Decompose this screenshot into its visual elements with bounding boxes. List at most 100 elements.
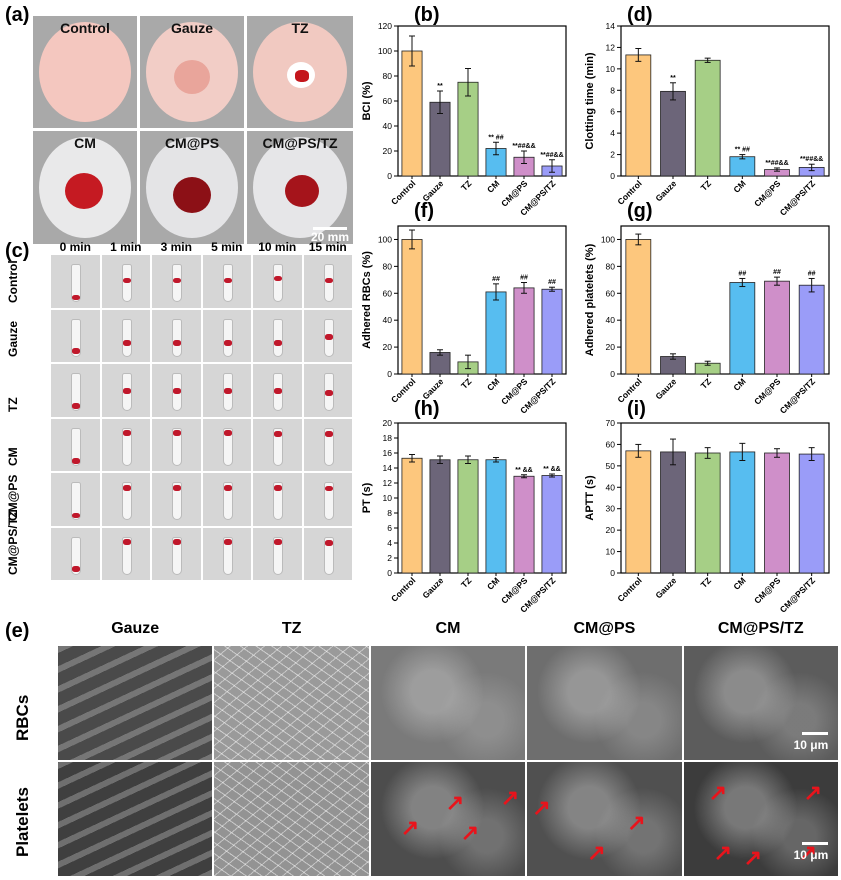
blood-clot: [324, 431, 333, 437]
y-tick-label: 10: [383, 493, 393, 503]
dish-photo: CM: [33, 131, 137, 244]
red-arrow-icon: ↗: [532, 795, 551, 820]
y-tick-label: 40: [606, 482, 616, 492]
tube-photo-grid: 0 min 1 min 3 min 5 min 10 min 15 min Control G…: [6, 240, 353, 594]
y-tick-label: 60: [383, 288, 393, 298]
significance-label: **##&&: [512, 143, 535, 150]
blood-clot: [122, 484, 131, 491]
y-axis-label: BCI (%): [361, 81, 373, 120]
y-axis-label: PT (s): [361, 482, 373, 513]
x-tick-label: TZ: [459, 575, 473, 589]
x-tick-label: CM: [485, 178, 501, 194]
dish-label: CM@PS/TZ: [262, 135, 338, 151]
blood-clot: [122, 430, 131, 437]
bar: [660, 451, 686, 574]
tube-photo: [253, 527, 302, 580]
panel-label-b: (b): [414, 4, 440, 26]
scale-bar: [801, 842, 828, 845]
tube-photo: [101, 364, 150, 417]
bar: [764, 452, 790, 574]
y-tick-label: 60: [606, 439, 616, 449]
test-tube: [323, 318, 334, 357]
blood-clot: [274, 431, 283, 437]
sem-image: 10 μm: [683, 646, 838, 760]
y-tick-label: 8: [610, 85, 615, 95]
test-tube: [323, 427, 334, 466]
test-tube: [172, 264, 183, 303]
scale-bar: [801, 732, 828, 735]
significance-label: **##&&: [765, 160, 788, 167]
y-tick-label: 2: [610, 150, 615, 160]
red-arrow-icon: ↗: [713, 840, 733, 865]
x-tick-label: CM: [485, 376, 501, 392]
bar: [798, 284, 825, 375]
y-tick-label: 0: [387, 369, 392, 379]
test-tube: [273, 482, 284, 521]
tube-photo: [51, 309, 100, 362]
blood-clot: [223, 484, 232, 491]
bar: [401, 50, 423, 177]
tube-photo: [253, 418, 302, 471]
bar: [798, 453, 825, 574]
tube-photo: [152, 255, 201, 308]
blood-clot: [122, 388, 131, 395]
tube-photo: [253, 364, 302, 417]
blood-clot: [274, 484, 283, 491]
x-tick-label: TZ: [699, 575, 713, 589]
red-arrow-icon: ↗: [500, 785, 520, 810]
tube-photo: [253, 255, 302, 308]
y-tick-label: 12: [383, 478, 393, 488]
dish-photo: CM@PS/TZ 20 mm: [247, 131, 353, 244]
bar: [764, 280, 790, 375]
group-row-header: TZ: [6, 396, 20, 412]
y-tick-label: 10: [606, 547, 616, 557]
dish-photo-grid: Control Gauze TZ CM CM@PS CM@PS/TZ 20 mm: [33, 16, 353, 244]
sem-column-header: Gauze: [111, 620, 160, 637]
tube-photo: [101, 255, 150, 308]
test-tube: [222, 482, 233, 521]
y-tick-label: 50: [606, 461, 616, 471]
dish-label: TZ: [291, 20, 309, 36]
chart-svg: 0 10 20 30 40 50 60 70 APTT (s) Control Gauze TZ CM C…: [584, 418, 830, 615]
chart-bci: 0 20 40 60 80 100 120 BCI (%) Control Gauze ** TZ CM…: [360, 18, 570, 218]
y-tick-label: 2: [387, 553, 392, 563]
test-tube: [121, 373, 132, 412]
y-tick-label: 12: [606, 42, 616, 52]
plot-frame: [620, 225, 830, 375]
sem-image: [214, 646, 369, 760]
tube-photo: [303, 364, 352, 417]
sem-image: ↗ ↗ ↗ ↗: [370, 762, 526, 876]
sem-image: [214, 762, 369, 876]
chart-clotting-time: 0 2 4 6 8 10 12 14 Clotting time (min) Control Gau…: [575, 18, 841, 218]
blood-clot: [122, 339, 131, 346]
chart-aptt: 0 10 20 30 40 50 60 70 APTT (s) Control Gauze TZ CM C…: [575, 415, 841, 615]
blood-clot: [72, 512, 81, 519]
dish-photo: TZ: [247, 16, 353, 128]
sem-image: [527, 646, 682, 760]
plot-frame: [620, 25, 830, 177]
blood-clot: [274, 539, 283, 546]
test-tube: [121, 427, 132, 466]
test-tube: [71, 536, 82, 575]
bar: [625, 450, 652, 574]
blood-clot: [173, 388, 182, 395]
significance-label: ##: [738, 270, 746, 277]
y-tick-label: 20: [606, 342, 616, 352]
tube-photo: [51, 527, 100, 580]
test-tube: [121, 482, 132, 521]
y-tick-label: 6: [610, 107, 615, 117]
test-tube: [172, 482, 183, 521]
tube-photo: [303, 418, 352, 471]
y-tick-label: 16: [383, 448, 393, 458]
test-tube: [273, 318, 284, 357]
tube-photo: [202, 527, 251, 580]
blood-clot: [173, 277, 182, 284]
blood-clot: [173, 539, 182, 546]
x-tick-label: Control: [615, 178, 643, 206]
y-tick-label: 0: [610, 568, 615, 578]
test-tube: [121, 318, 132, 357]
y-tick-label: 60: [383, 96, 393, 106]
blood-clot: [173, 339, 182, 346]
blood-clot: [324, 277, 333, 284]
y-tick-label: 0: [387, 171, 392, 181]
